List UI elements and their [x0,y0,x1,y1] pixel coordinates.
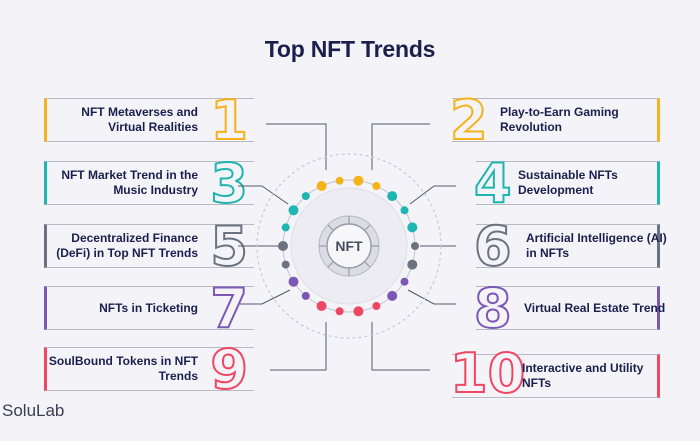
ring-bead [372,182,381,190]
trend-number-8: 8 [473,277,513,340]
connector-4 [409,185,456,205]
connector-3 [238,185,289,205]
connector-8 [407,289,456,305]
connector-1 [266,123,327,170]
ring-bead [281,223,290,232]
trend-label-2: Play-to-Earn Gaming Revolution [500,105,619,134]
trend-box-3: NFT Market Trend in the Music Industry 3 [44,156,254,212]
nft-badge-text: NFT [335,238,363,254]
ring-bead [278,241,288,251]
brand-logo-text: SoluLab [2,401,65,420]
ring-bead [316,301,327,311]
page-title: Top NFT Trends [264,36,436,62]
ring-bead [400,277,409,286]
trend-label-5: Decentralized Finance (DeFi) in Top NFT … [56,231,198,260]
ring-bead [387,290,398,301]
trend-box-7: NFTs in Ticketing 7 [44,281,254,337]
ring-bead [288,276,299,287]
ring-bead [387,191,398,202]
trend-label-9: SoulBound Tokens in NFT Trends [48,354,198,383]
trend-box-10: 10 Interactive and Utility NFTs [449,346,660,402]
ring-bead [335,176,344,185]
trend-label-3: NFT Market Trend in the Music Industry [61,168,198,197]
ring-bead [301,291,310,300]
trend-box-1: NFT Metaverses and Virtual Realities 1 [44,93,254,149]
connector-10 [371,322,430,371]
nft-badge-spokes [319,216,379,276]
trend-box-4: 4 Sustainable NFTs Development [473,156,660,212]
trend-label-7: NFTs in Ticketing [99,300,198,315]
ring-bead [411,242,419,250]
ring-bead [353,306,364,317]
trend-number-7: 7 [209,277,249,340]
trend-number-4: 4 [473,152,513,215]
trend-number-6: 6 [473,215,513,278]
connector-9 [270,322,327,371]
ring-bead [301,192,310,201]
ring-bead [407,259,418,270]
trend-box-8: 8 Virtual Real Estate Trend [473,281,665,337]
ring-bead [281,260,290,269]
ring-bead [316,181,327,191]
trend-number-10: 10 [449,342,526,405]
trend-number-1: 1 [209,89,249,152]
ring-bead [407,222,418,233]
trend-label-10: Interactive and Utility NFTs [522,361,644,390]
trend-number-2: 2 [449,89,489,152]
ring-bead [353,175,364,186]
ring-bead [335,307,344,316]
trend-label-4: Sustainable NFTs Development [518,168,618,197]
trend-number-9: 9 [209,338,249,401]
trend-box-6: 6 Artificial Intelligence (AI) in NFTs [473,219,667,275]
trend-label-8: Virtual Real Estate Trend [524,300,666,315]
trend-label-6: Artificial Intelligence (AI) in NFTs [526,231,667,260]
trend-label-1: NFT Metaverses and Virtual Realities [81,105,198,134]
outer-dashed-ring [256,153,442,339]
connector-2 [371,123,430,170]
trend-number-3: 3 [209,152,249,215]
trend-box-9: SoulBound Tokens in NFT Trends 9 [44,342,254,398]
ring-bead [372,302,381,310]
trend-box-2: 2 Play-to-Earn Gaming Revolution [449,93,660,149]
connector-7 [240,289,291,305]
ring-bead [288,205,299,216]
trend-box-5: Decentralized Finance (DeFi) in Top NFT … [44,219,254,275]
connector-lines [238,123,456,371]
bead-ring [278,175,419,317]
ring-bead [400,206,409,215]
